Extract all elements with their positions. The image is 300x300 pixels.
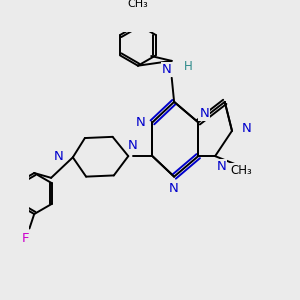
Text: N: N bbox=[162, 63, 172, 76]
Text: N: N bbox=[242, 122, 251, 135]
Text: N: N bbox=[169, 182, 179, 195]
Text: N: N bbox=[136, 116, 145, 129]
Text: N: N bbox=[128, 139, 138, 152]
Text: N: N bbox=[216, 160, 226, 173]
Text: H: H bbox=[184, 60, 193, 74]
Text: CH₃: CH₃ bbox=[128, 0, 148, 9]
Text: N: N bbox=[200, 107, 209, 120]
Text: N: N bbox=[53, 150, 63, 163]
Text: F: F bbox=[22, 232, 29, 244]
Text: CH₃: CH₃ bbox=[231, 164, 253, 177]
